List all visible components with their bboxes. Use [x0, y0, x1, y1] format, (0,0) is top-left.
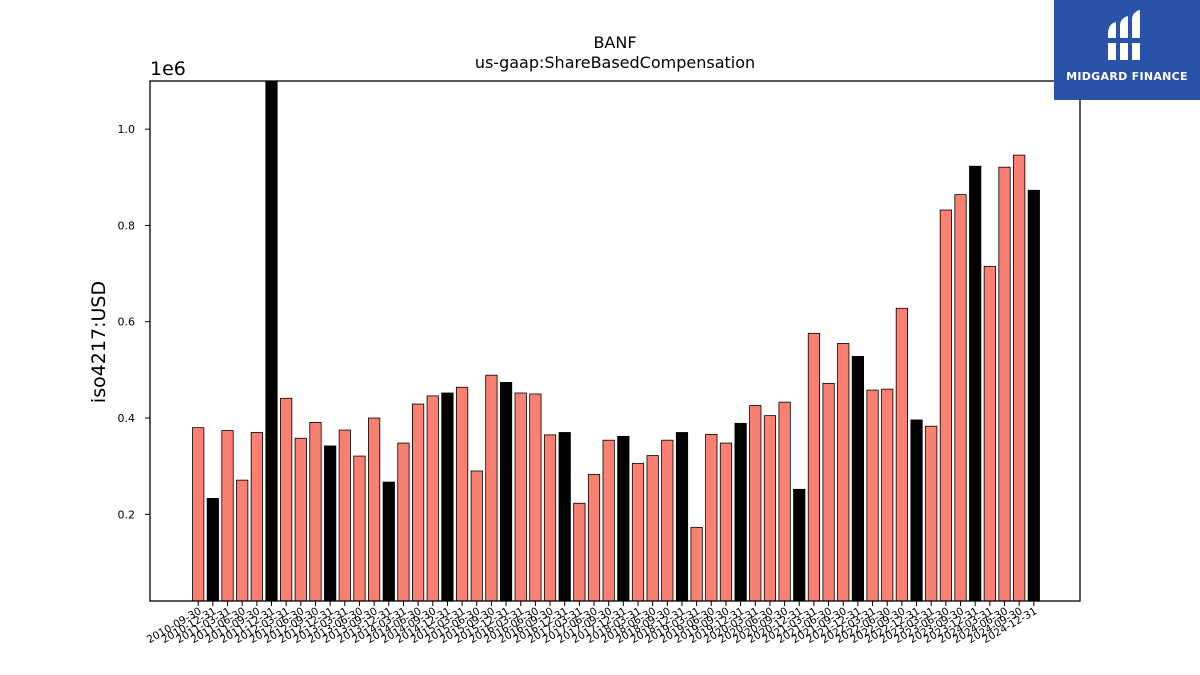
y-tick-label: 0.4	[118, 412, 136, 425]
logo-text: MIDGARD FINANCE	[1066, 70, 1188, 83]
bar-2022-09-30	[895, 307, 908, 602]
bar-2017-12-31	[617, 435, 630, 602]
bar-2013-09-30	[368, 417, 381, 602]
bar-2010-09-30	[192, 427, 205, 602]
bar-2013-12-31	[382, 481, 395, 602]
bar-2023-06-30	[939, 209, 952, 602]
bar-2019-12-31	[734, 422, 747, 602]
bar-2018-12-31	[675, 432, 689, 602]
bar-2016-03-31	[514, 392, 527, 602]
bar-2015-06-30	[470, 470, 483, 602]
bar-2014-12-31	[441, 392, 454, 602]
bar-2012-03-31	[280, 397, 293, 602]
bar-2018-09-30	[661, 439, 674, 602]
bar-2013-03-31	[338, 429, 351, 602]
bar-2024-06-30	[998, 166, 1011, 602]
bar-2011-09-30	[250, 432, 263, 602]
bar-2012-06-30	[294, 437, 307, 602]
bar-2022-03-31	[866, 389, 879, 602]
bar-2017-09-30	[602, 439, 615, 602]
logo-mark-icon	[1108, 10, 1140, 60]
x-ticks-group: 2010-09-302010-12-312011-03-312011-06-30…	[145, 601, 1039, 646]
bar-2014-06-30	[411, 403, 425, 602]
bar-2023-12-31	[969, 165, 982, 602]
bar-2017-06-30	[587, 473, 601, 602]
bar-2022-06-30	[881, 388, 894, 602]
company-logo: MIDGARD FINANCE	[1054, 0, 1200, 100]
bar-2015-09-30	[485, 374, 498, 602]
chart-title: BANF	[593, 33, 636, 52]
bar-2023-09-30	[954, 194, 967, 602]
bar-2024-12-31	[1027, 189, 1040, 602]
bar-2020-03-31	[749, 405, 762, 602]
bar-2014-09-30	[426, 395, 439, 602]
bar-2023-03-31	[925, 425, 938, 602]
bar-2021-06-30	[822, 382, 835, 602]
bar-2012-12-31	[324, 445, 337, 602]
bar-2020-12-31	[793, 488, 806, 602]
y-tick-label: 1.0	[118, 123, 136, 136]
bar-2011-06-30	[236, 479, 249, 602]
bar-2019-09-30	[719, 442, 733, 602]
bar-2016-12-31	[558, 432, 571, 602]
bar-2024-09-30	[1013, 154, 1026, 602]
y-ticks-group: 0.2 0.4 0.6 0.8 1.0	[118, 123, 150, 521]
plot-frame	[149, 80, 1081, 602]
bar-2013-06-30	[353, 455, 366, 602]
bar-2021-12-31	[851, 356, 865, 602]
bar-2015-03-31	[455, 386, 469, 602]
y-scale-label: 1e6	[150, 58, 186, 80]
bar-2021-09-30	[837, 343, 850, 602]
bar-2024-03-31	[983, 265, 996, 602]
bar-2016-09-30	[543, 434, 557, 602]
bar-2012-09-30	[309, 421, 322, 602]
bar-2020-06-30	[763, 415, 777, 602]
bar-2019-03-31	[690, 526, 703, 602]
bar-2010-12-31	[206, 498, 219, 602]
bar-2018-06-30	[646, 455, 659, 602]
bar-2019-06-30	[705, 434, 718, 602]
bar-2016-06-30	[529, 393, 542, 602]
bar-2017-03-31	[573, 502, 586, 602]
y-axis-label: iso4217:USD	[88, 281, 110, 403]
y-tick-label: 0.2	[118, 508, 136, 521]
bars-group	[192, 80, 1040, 602]
bar-2018-03-31	[631, 462, 645, 602]
bar-2015-12-31	[499, 382, 513, 602]
y-tick-label: 0.6	[118, 316, 136, 329]
bar-2021-03-31	[807, 332, 821, 602]
bar-2011-12-31	[265, 80, 278, 602]
bar-2011-03-31	[221, 430, 234, 602]
bar-2014-03-31	[397, 442, 410, 602]
chart-subtitle: us-gaap:ShareBasedCompensation	[475, 53, 755, 72]
y-tick-label: 0.8	[118, 219, 136, 232]
bar-2022-12-31	[910, 419, 923, 602]
bar-2020-09-30	[778, 401, 791, 602]
